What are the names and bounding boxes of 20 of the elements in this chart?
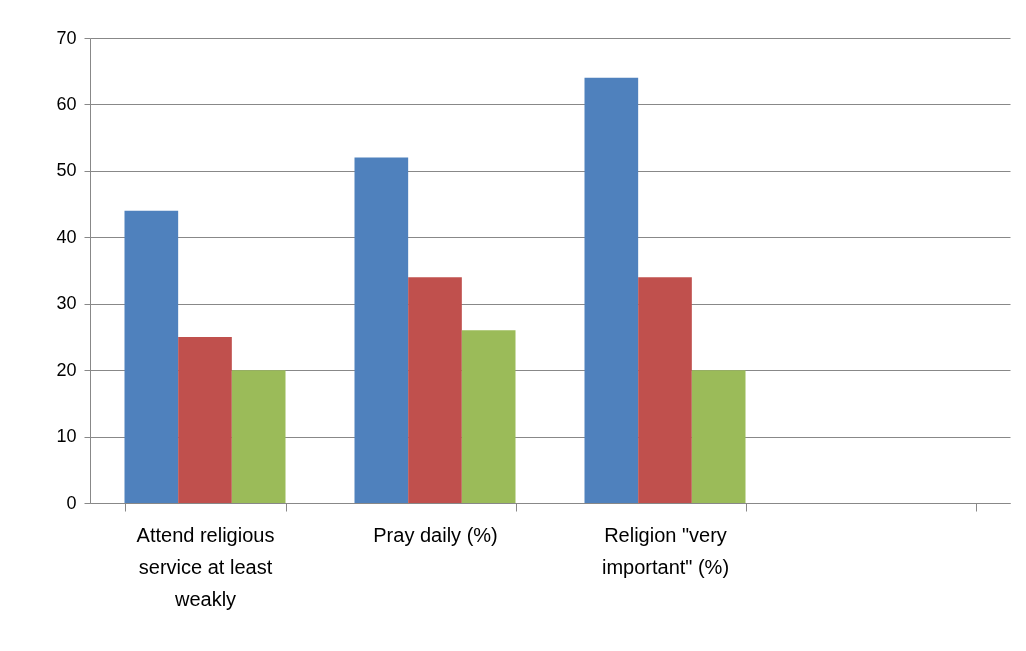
bar <box>691 370 746 503</box>
bar <box>584 77 639 503</box>
x-tick-label: Attend religious service at least weakly <box>136 523 275 610</box>
bar <box>638 277 692 503</box>
y-tick-label: 40 <box>56 226 77 247</box>
y-tick-label: 70 <box>56 27 77 48</box>
y-tick-label: 0 <box>66 492 77 513</box>
bar <box>461 330 516 503</box>
bar <box>124 210 179 503</box>
y-tick-label: 10 <box>56 426 77 447</box>
y-tick-label: 20 <box>56 359 77 380</box>
y-tick-label: 30 <box>56 293 77 314</box>
y-tick-label: 60 <box>56 93 77 114</box>
bar <box>354 157 409 503</box>
bar <box>231 370 286 503</box>
x-tick-label: Religion "very important" (%) <box>601 523 730 578</box>
y-tick-label: 50 <box>56 160 77 181</box>
bar <box>178 336 232 503</box>
x-tick-label: Pray daily (%) <box>373 523 498 546</box>
bar <box>408 277 462 503</box>
